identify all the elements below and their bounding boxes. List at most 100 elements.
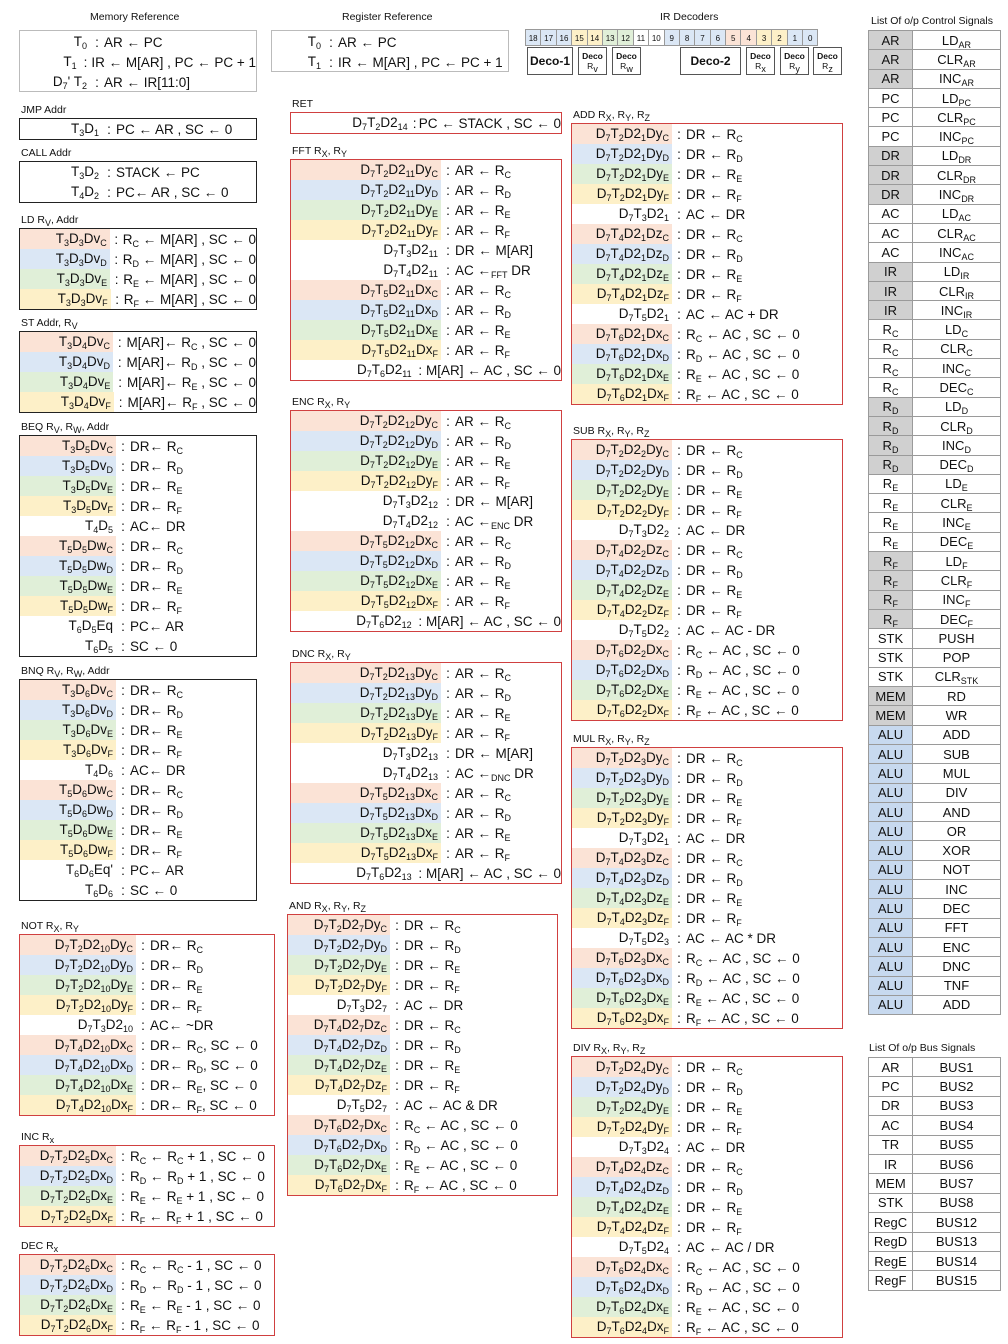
mul-instruction-box: D7T2D23DyC: DR ← RC D7T2D23DyD: DR ← RD D7T2…	[571, 747, 843, 1029]
separator: :	[677, 146, 681, 162]
control-signal-name: AND	[912, 801, 1001, 823]
micro-operation: DR← RE	[130, 822, 183, 840]
condition-label: D7T4D212	[382, 513, 438, 530]
separator: :	[121, 1257, 125, 1273]
micro-operation: PC← AR , SC ← 0	[116, 184, 229, 200]
condition-label: T3D4DvD	[20, 352, 113, 372]
condition-label: D7T4D210DxD	[20, 1055, 136, 1075]
bnq-instruction-title: BNQ RV, RW, Addr	[21, 665, 110, 679]
ir-bit-cell: 5	[725, 29, 742, 46]
condition-label: D7T4D23DzC	[572, 848, 672, 868]
condition-label: T3D3DvC	[20, 229, 110, 249]
separator: :	[121, 862, 125, 878]
condition-label: T3D5DvD	[20, 456, 116, 476]
separator: :	[677, 1079, 681, 1095]
micro-operation: RF ← RF - 1 , SC ← 0	[130, 1317, 260, 1335]
micro-operation: IR ← M[AR] , PC ← PC + 1	[338, 54, 503, 70]
enc-row: D7T5D212DxD: AR ← RD	[291, 551, 561, 571]
control-signals-table: AR LDAR AR CLRAR AR INCAR PC LDPC PC CLRPC PC INCPC…	[868, 29, 1001, 1016]
sub-row: D7T2D22DyF: DR ← RF	[572, 500, 842, 520]
condition-label: T3D3DvE	[20, 269, 111, 289]
micro-operation: AC← DR	[130, 518, 186, 534]
condition-label: D7T2D213DyE	[291, 703, 441, 723]
micro-operation: AR ← RE	[455, 453, 511, 471]
st-row: T3D4DvF: M[AR]← RF , SC ← 0	[20, 392, 256, 412]
micro-operation: DR ← RF	[686, 502, 742, 520]
separator: :	[395, 1077, 399, 1093]
control-signal-row: IR INCIR	[868, 300, 1001, 321]
condition-label: T6D5	[84, 638, 113, 655]
and-row: D7T2D27DyC: DR ← RC	[288, 915, 557, 935]
separator: :	[446, 302, 450, 318]
micro-operation: AR ← RE	[455, 825, 511, 843]
bus-signal-row: STK BUS8	[868, 1192, 1001, 1214]
mul-row: D7T2D23DyD: DR ← RD	[572, 768, 842, 788]
micro-operation: DR← RF	[130, 742, 182, 760]
control-signal-row: RC LDC	[868, 319, 1001, 340]
condition-label: D7T4D210DxE	[20, 1075, 136, 1095]
condition-label: D7T5D27	[336, 1097, 387, 1114]
micro-operation: DR ← RC	[686, 1159, 743, 1177]
separator: :	[677, 770, 681, 786]
control-signal-unit: ALU	[868, 936, 913, 958]
separator: :	[121, 782, 125, 798]
fft-row: D7T5D211DxD: AR ← RD	[291, 300, 561, 320]
condition-label: D7T4D24DzF	[572, 1217, 672, 1237]
micro-operation: DR ← RC	[404, 1017, 461, 1035]
condition-label: T3D5DvC	[20, 436, 116, 456]
separator: :	[446, 805, 450, 821]
sub-instruction-box: D7T2D22DyC: DR ← RC D7T2D22DyD: DR ← RD D7T2…	[571, 439, 843, 721]
separator: :	[395, 917, 399, 933]
add-row: D7T2D21DyC: DR ← RC	[572, 124, 842, 144]
dnc-row: D7T5D213DxF: AR ← RF	[291, 843, 561, 863]
beq-instruction-title: BEQ RV, RW, Addr	[21, 421, 110, 435]
micro-operation: DR ← RE	[404, 957, 461, 975]
div-row: D7T2D24DyE: DR ← RE	[572, 1097, 842, 1117]
condition-label: T6D5Eq	[68, 618, 113, 635]
separator: :	[677, 522, 681, 538]
separator: :	[395, 1057, 399, 1073]
jmp-instruction-title: JMP Addr	[21, 104, 67, 116]
control-signal-unit: RF	[868, 608, 913, 630]
control-signal-unit: DR	[868, 184, 913, 205]
separator: :	[446, 342, 450, 358]
separator: :	[677, 790, 681, 806]
condition-label: T5D6DwC	[20, 780, 116, 800]
separator: :	[121, 598, 125, 614]
condition-label: D7T6D27DxD	[288, 1135, 390, 1155]
micro-operation: PC ← AR , SC ← 0	[116, 121, 233, 137]
sub-row: D7T4D22DzF: DR ← RF	[572, 600, 842, 620]
control-signal-unit: RD	[868, 415, 913, 437]
separator: :	[141, 1037, 145, 1053]
condition-label: D7T6D27DxE	[288, 1155, 390, 1175]
condition-label: D7T6D23DxF	[572, 1008, 672, 1028]
control-signal-unit: ALU	[868, 994, 913, 1016]
condition-label: D7T2D23DyD	[572, 768, 672, 788]
dnc-row: D7T5D213DxC: AR ← RC	[291, 783, 561, 803]
not-row: D7T4D210DxC: DR← RC, SC ← 0	[20, 1035, 274, 1055]
bus-signal-row: PC BUS2	[868, 1076, 1001, 1097]
separator: :	[446, 322, 450, 338]
separator: :	[121, 438, 125, 454]
bus-name: BUS3	[912, 1095, 1001, 1117]
bus-name: BUS2	[912, 1076, 1001, 1097]
bnq-row: T5D6DwD: DR← RD	[20, 800, 256, 820]
condition-label: D7T2D211DyE	[291, 200, 441, 220]
bus-name: BUS1	[912, 1056, 1001, 1078]
bnq-row: T3D6DvD: DR← RD	[20, 700, 256, 720]
ir-bit-cell: 2	[771, 29, 788, 46]
enc-row: D7T5D212DxE: AR ← RE	[291, 571, 561, 591]
control-signal-row: ALU FFT	[868, 917, 1001, 938]
st-row: T3D4DvC: M[AR]← RC , SC ← 0	[20, 332, 256, 352]
decoder-box: Deco Rx	[746, 47, 775, 75]
bnq-row: T5D6DwE: DR← RE	[20, 820, 256, 840]
condition-label: D7T2D22DyC	[572, 440, 672, 460]
separator: :	[141, 937, 145, 953]
bus-source: AC	[868, 1115, 913, 1136]
condition-label: D7T6D24DxF	[572, 1317, 672, 1337]
bus-source: STK	[868, 1192, 913, 1214]
decoder-box: Deco Rv	[578, 47, 607, 75]
condition-label: D7T2D26DxC	[20, 1255, 116, 1275]
micro-operation: AC ←ENC DR	[455, 513, 534, 531]
condition-label: D7T4D27DzD	[288, 1035, 390, 1055]
